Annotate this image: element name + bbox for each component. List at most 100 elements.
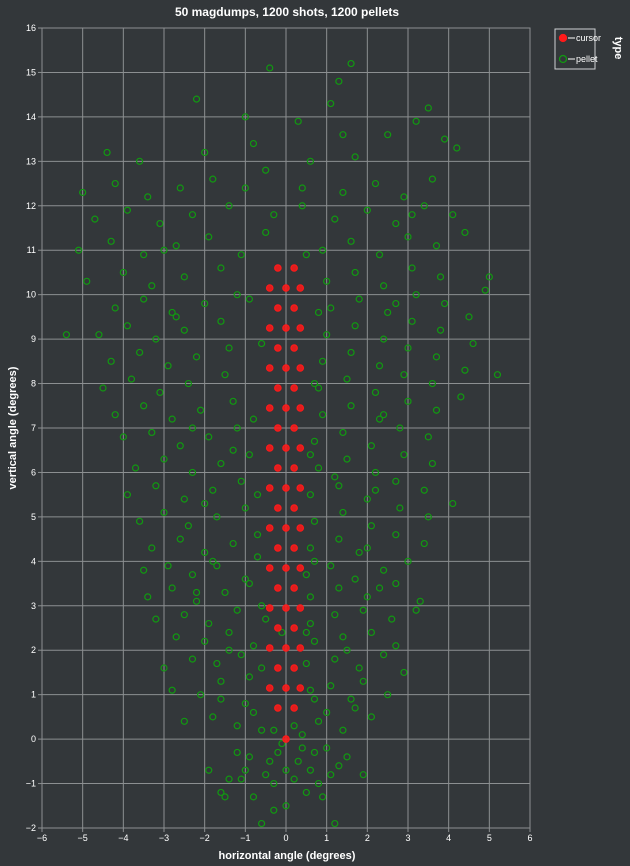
pellet-point — [449, 211, 457, 219]
pellet-point — [420, 202, 428, 210]
pellet-point — [371, 468, 380, 477]
cursor-point — [265, 364, 274, 372]
pellet-point — [233, 291, 241, 299]
pellet-point — [396, 504, 404, 512]
pellet-point — [225, 775, 233, 783]
pellet-point — [249, 415, 258, 423]
cursor-point — [265, 644, 274, 652]
pellet-point — [209, 713, 217, 721]
pellet-point — [213, 659, 221, 668]
pellet-point — [266, 757, 274, 765]
pellet-point — [131, 464, 140, 472]
pellet-point — [249, 139, 258, 148]
pellet-point — [172, 313, 180, 321]
pellet-point — [258, 664, 266, 672]
pellet-point — [347, 237, 355, 245]
pellet-point — [140, 251, 148, 259]
pellet-point — [412, 606, 420, 614]
pellet-point — [408, 317, 416, 325]
cursor-point — [290, 504, 298, 512]
pellet-point — [192, 95, 201, 103]
pellet-point — [172, 633, 180, 641]
pellet-point — [213, 513, 221, 521]
pellet-point — [314, 717, 323, 725]
pellet-point — [388, 615, 396, 623]
pellet-point — [424, 104, 432, 112]
pellet-point — [241, 504, 249, 512]
pellet-point — [400, 193, 408, 201]
pellet-point — [119, 268, 127, 277]
pellet-point — [253, 553, 262, 561]
pellet-point — [253, 531, 262, 539]
pellet-point — [392, 531, 400, 539]
pellet-point — [111, 179, 119, 188]
pellet-point — [123, 322, 132, 330]
pellet-point — [408, 211, 416, 219]
pellet-point — [367, 713, 375, 721]
pellet-point — [290, 722, 298, 730]
pellet-point — [237, 775, 245, 783]
pellet-point — [192, 588, 201, 597]
cursor-point — [296, 484, 305, 492]
pellet-point — [310, 557, 319, 565]
pellet-point — [233, 606, 241, 614]
x-tick-label: 0 — [283, 833, 288, 843]
pellet-point — [392, 219, 400, 228]
cursor-point — [290, 624, 298, 632]
pellet-point — [485, 273, 493, 281]
pellet-point — [355, 664, 363, 672]
pellet-point — [245, 753, 253, 761]
cursor-point — [296, 284, 305, 292]
y-tick-label: 5 — [31, 512, 36, 522]
cursor-point — [265, 404, 274, 412]
y-tick-label: 15 — [26, 67, 36, 77]
cursor-point — [282, 444, 290, 452]
pellet-point — [323, 708, 331, 717]
pellet-point — [262, 228, 270, 237]
cursor-point — [282, 284, 290, 292]
pellet-point — [319, 411, 327, 419]
pellet-point — [493, 371, 502, 379]
pellet-point — [180, 717, 188, 725]
pellet-point — [209, 486, 217, 494]
pellet-point — [282, 802, 290, 810]
pellet-point — [221, 793, 229, 801]
y-tick-label: 4 — [31, 556, 36, 566]
pellet-point — [310, 748, 319, 757]
pellet-point — [310, 517, 319, 525]
cursor-point — [296, 564, 305, 572]
pellet-point — [339, 188, 347, 197]
cursor-point — [274, 624, 282, 632]
pellet-point — [278, 628, 286, 637]
pellet-point — [302, 788, 310, 797]
cursor-point — [282, 404, 290, 412]
cursor-point — [274, 264, 282, 272]
pellet-point — [209, 557, 217, 565]
pellet-point — [306, 157, 314, 165]
pellet-point — [351, 322, 359, 330]
pellet-point — [363, 495, 371, 503]
pellet-point — [465, 313, 473, 321]
legend: type cursor pellet — [554, 28, 624, 70]
x-tick-label: 6 — [527, 833, 532, 843]
pellet-point — [123, 491, 132, 499]
pellet-point — [428, 175, 436, 183]
pellet-point — [294, 757, 302, 765]
pellet-point — [424, 513, 432, 521]
x-tick-label: 5 — [487, 833, 492, 843]
pellet-point — [188, 571, 197, 579]
pellet-point — [274, 748, 282, 757]
y-tick-label: 9 — [31, 334, 36, 344]
pellet-point — [331, 611, 339, 619]
pellet-point — [331, 473, 339, 481]
pellet-point — [351, 704, 359, 712]
cursor-point — [290, 344, 298, 352]
pellet-point — [213, 562, 221, 570]
x-tick-label: −4 — [118, 833, 128, 843]
pellet-point — [136, 348, 144, 357]
cursor-point — [296, 684, 305, 692]
cursor-point — [265, 444, 274, 452]
pellet-point — [400, 668, 408, 677]
